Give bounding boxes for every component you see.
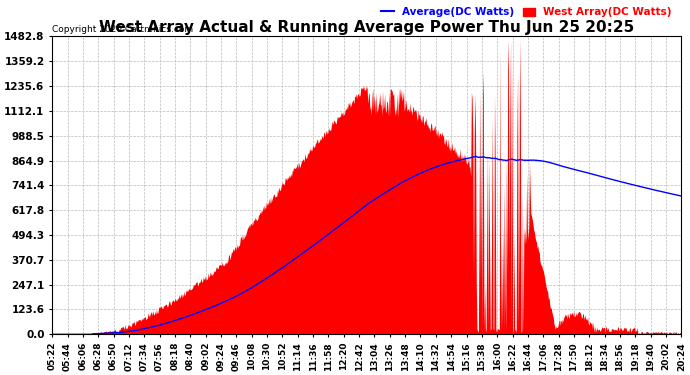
Title: West Array Actual & Running Average Power Thu Jun 25 20:25: West Array Actual & Running Average Powe… [99, 20, 634, 35]
Text: Copyright 2020 Cartronics.com: Copyright 2020 Cartronics.com [52, 24, 193, 33]
Legend: Average(DC Watts), West Array(DC Watts): Average(DC Watts), West Array(DC Watts) [377, 3, 676, 21]
